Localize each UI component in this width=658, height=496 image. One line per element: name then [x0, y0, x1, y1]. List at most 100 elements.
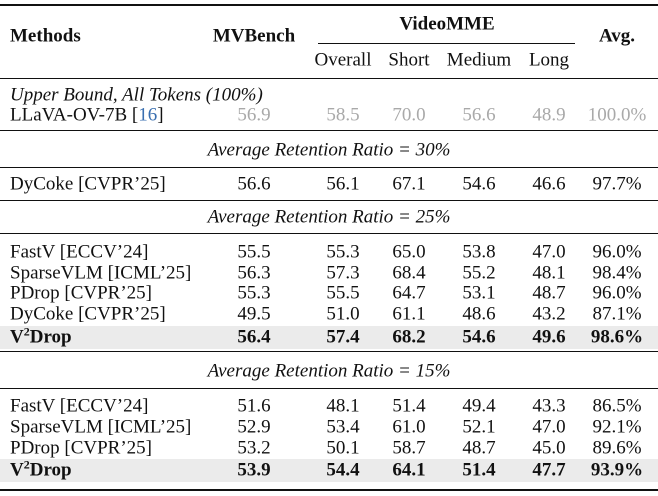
cell-value: 48.7 [462, 437, 496, 459]
section-title: Average Retention Ratio = 15% [207, 360, 451, 382]
cell-value: 93.9% [590, 459, 644, 481]
method-name: LLaVA-OV-7B [16] [10, 106, 164, 125]
rule [0, 78, 658, 79]
rule [0, 233, 658, 234]
method-text: FastV [ECCV’24] [10, 395, 149, 417]
rule [0, 388, 658, 389]
cell-value: 45.0 [532, 437, 566, 459]
cell-value: 70.0 [392, 104, 426, 126]
rule [0, 351, 658, 352]
rule [0, 167, 658, 168]
row-highlight [0, 326, 658, 349]
cell-value: 56.1 [326, 173, 360, 195]
method-text: V [10, 326, 24, 348]
method-superscript: 2 [23, 324, 30, 339]
method-text: DyCoke [CVPR’25] [10, 303, 166, 325]
section-title: Average Retention Ratio = 30% [207, 139, 451, 161]
cell-value: 97.7% [592, 173, 642, 195]
method-text: FastV [ECCV’24] [10, 241, 149, 263]
cell-value: 68.4 [392, 262, 426, 284]
cell-value: 49.4 [462, 395, 496, 417]
cell-value: 56.9 [237, 104, 271, 126]
method-name: SparseVLM [ICML’25] [10, 264, 191, 283]
cell-value: 100.0% [587, 104, 647, 126]
cell-value: 55.2 [462, 262, 496, 284]
method-superscript: 2 [23, 457, 30, 472]
cell-value: 87.1% [592, 303, 642, 325]
method-name: FastV [ECCV’24] [10, 397, 148, 416]
rule [0, 489, 658, 491]
cell-value: 48.6 [462, 303, 496, 325]
citation: 16 [138, 104, 158, 126]
method-name: V2Drop [10, 457, 72, 481]
cell-value: 50.1 [326, 437, 360, 459]
cell-value: 55.5 [237, 241, 271, 263]
cell-value: 52.1 [462, 416, 496, 438]
cell-value: 49.5 [237, 303, 271, 325]
method-text: SparseVLM [ICML’25] [10, 416, 192, 438]
method-text: PDrop [CVPR’25] [10, 437, 152, 459]
method-name: FastV [ECCV’24] [10, 243, 148, 262]
cell-value: 48.7 [532, 282, 566, 304]
cell-value: 48.1 [326, 395, 360, 417]
cell-value: 52.9 [237, 416, 271, 438]
method-name: DyCoke [CVPR’25] [10, 305, 166, 324]
cell-value: 49.6 [532, 326, 566, 348]
cell-value: 96.0% [592, 241, 642, 263]
method-name: V2Drop [10, 324, 72, 348]
cell-value: 46.6 [532, 173, 566, 195]
cell-value: 56.6 [237, 173, 271, 195]
cell-value: 43.2 [532, 303, 566, 325]
cell-value: 56.4 [237, 326, 271, 348]
cell-value: 53.4 [326, 416, 360, 438]
cell-value: 89.6% [592, 437, 642, 459]
cell-value: 61.0 [392, 416, 426, 438]
cell-value: 55.3 [326, 241, 360, 263]
method-text: LLaVA-OV-7B [ [10, 104, 139, 126]
cell-value: 53.8 [462, 241, 496, 263]
cell-value: 64.7 [392, 282, 426, 304]
cell-value: 51.4 [392, 395, 426, 417]
header-methods: Methods [10, 25, 81, 47]
cell-value: 68.2 [392, 326, 426, 348]
cell-value: 53.9 [237, 459, 271, 481]
cell-value: 47.7 [532, 459, 566, 481]
header-sub: Medium [446, 49, 512, 71]
section-title: Average Retention Ratio = 25% [207, 206, 451, 228]
cell-value: 98.6% [590, 326, 644, 348]
cell-value: 55.5 [326, 282, 360, 304]
cell-value: 47.0 [532, 416, 566, 438]
method-text: ] [157, 104, 164, 126]
cell-value: 53.2 [237, 437, 271, 459]
cell-value: 43.3 [532, 395, 566, 417]
header-avg: Avg. [598, 25, 636, 47]
cell-value: 54.4 [326, 459, 360, 481]
cell-value: 56.6 [462, 104, 496, 126]
cell-value: 58.5 [326, 104, 360, 126]
cell-value: 51.0 [326, 303, 360, 325]
cell-value: 98.4% [592, 262, 642, 284]
rule [0, 200, 658, 201]
method-text: Drop [29, 326, 72, 348]
method-name: PDrop [CVPR’25] [10, 439, 152, 458]
method-text: Drop [29, 459, 72, 481]
cell-value: 65.0 [392, 241, 426, 263]
row-highlight [0, 459, 658, 482]
method-name: SparseVLM [ICML’25] [10, 418, 191, 437]
method-text: DyCoke [CVPR’25] [10, 173, 166, 195]
header-mvbench: MVBench [212, 25, 296, 47]
cell-value: 67.1 [392, 173, 426, 195]
section-title: Upper Bound, All Tokens (100%) [10, 84, 263, 106]
cell-value: 92.1% [592, 416, 642, 438]
cell-value: 51.4 [462, 459, 496, 481]
rule [0, 4, 658, 6]
cell-value: 57.4 [326, 326, 360, 348]
cell-value: 58.7 [392, 437, 426, 459]
cell-value: 61.1 [392, 303, 426, 325]
method-name: DyCoke [CVPR’25] [10, 175, 166, 194]
cell-value: 54.6 [462, 326, 496, 348]
cell-value: 53.1 [462, 282, 496, 304]
cell-value: 48.9 [532, 104, 566, 126]
rule [0, 130, 658, 131]
